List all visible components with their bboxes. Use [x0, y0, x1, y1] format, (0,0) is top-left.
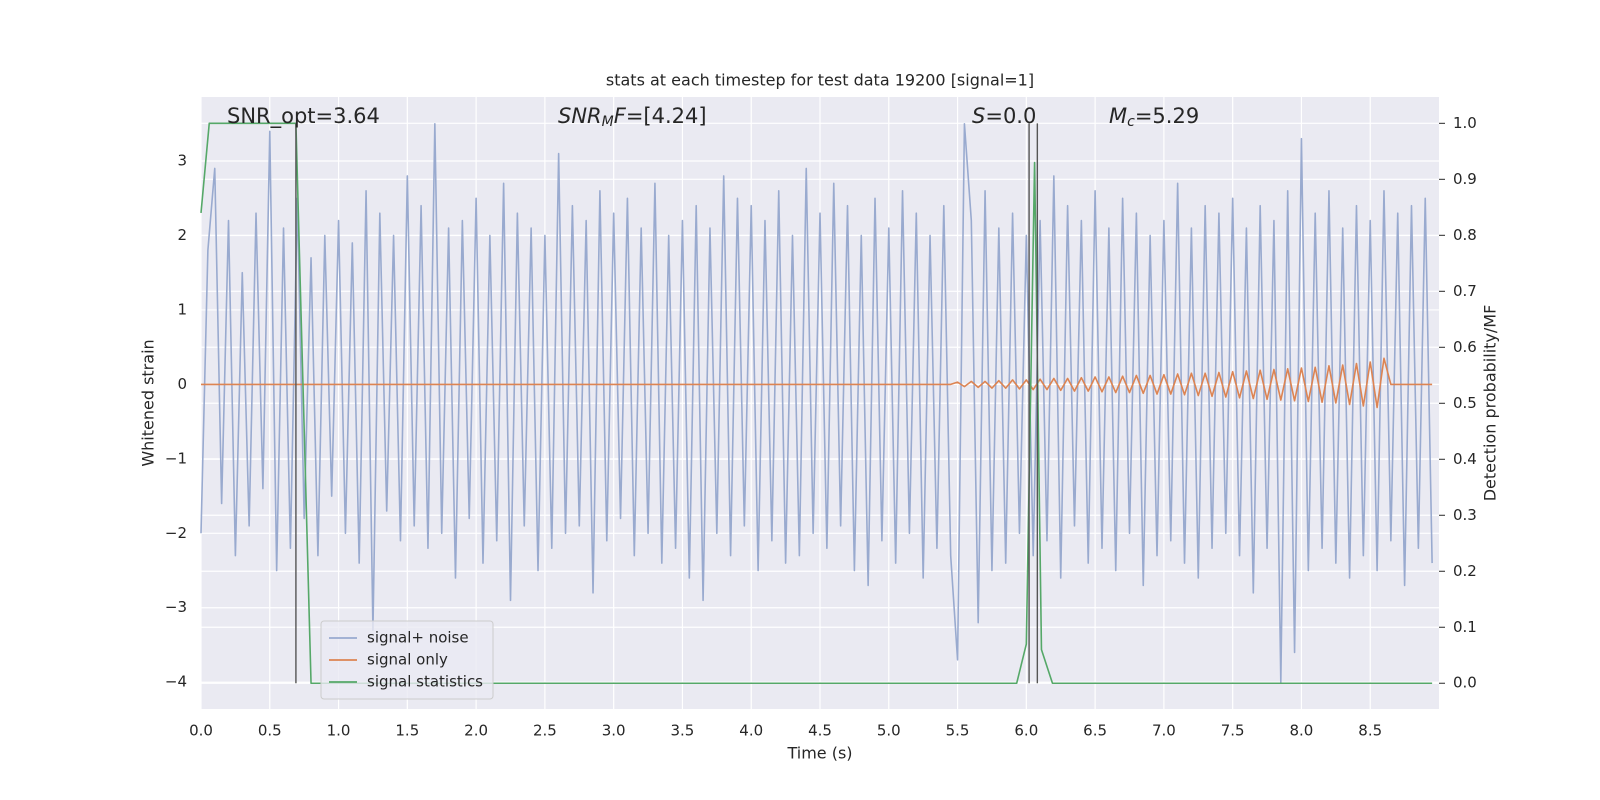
- x-tick-label: 2.0: [464, 722, 488, 740]
- legend-label: signal statistics: [367, 673, 483, 691]
- annotation-part: c: [1127, 114, 1135, 130]
- annotation-part: M: [602, 114, 614, 130]
- annotation-part: F: [614, 104, 627, 128]
- y-tick-label: −1: [165, 449, 187, 467]
- y-tick-label: 3: [177, 152, 187, 170]
- legend-box: [320, 620, 494, 700]
- y-tick-label: 0: [177, 375, 187, 393]
- y2-tick-label: 0.8: [1453, 226, 1477, 244]
- x-tick-label: 7.0: [1152, 722, 1176, 740]
- y2-tick-label: 0.4: [1453, 450, 1477, 468]
- x-axis-label: Time (s): [786, 744, 852, 763]
- x-tick-label: 0.0: [189, 722, 213, 740]
- y2-tick-label: 0.3: [1453, 506, 1477, 524]
- chart-title: stats at each timestep for test data 192…: [606, 71, 1034, 90]
- annotation: S=0.0: [972, 104, 1036, 128]
- x-tick-label: 5.5: [946, 722, 970, 740]
- y2-tick-label: 0.6: [1453, 338, 1477, 356]
- x-tick-label: 3.5: [671, 722, 695, 740]
- x-tick-label: 4.0: [739, 722, 763, 740]
- y-tick-label: 2: [177, 226, 187, 244]
- x-tick-label: 1.0: [327, 722, 351, 740]
- annotation-part: =0.0: [985, 104, 1036, 128]
- y-axis-label: Whitened strain: [139, 339, 158, 466]
- series-line: [201, 357, 1433, 409]
- y2-tick-label: 0.9: [1453, 170, 1477, 188]
- x-tick-label: 1.5: [395, 722, 419, 740]
- annotation: Mc=5.29: [1109, 104, 1199, 130]
- annotation-part: SNR: [558, 104, 602, 128]
- annotation-part: S: [972, 104, 985, 128]
- y2-tick-label: 0.1: [1453, 618, 1477, 636]
- y-tick-label: −4: [165, 673, 187, 691]
- annotation: SNRMF=[4.24]: [558, 104, 707, 130]
- annotation-part: SNR_opt=3.64: [227, 104, 380, 129]
- annotation: SNR_opt=3.64: [227, 104, 380, 129]
- series-line: [200, 122, 1433, 685]
- x-tick-label: 7.5: [1221, 722, 1245, 740]
- x-tick-label: 4.5: [808, 722, 832, 740]
- x-tick-label: 3.0: [602, 722, 626, 740]
- y-tick-label: −3: [165, 598, 187, 616]
- x-tick-label: 5.0: [877, 722, 901, 740]
- y2-tick-label: 0.0: [1453, 674, 1477, 692]
- y2-tick-label: 0.2: [1453, 562, 1477, 580]
- y-tick-label: 1: [177, 300, 187, 318]
- annotation-part: =5.29: [1135, 104, 1199, 128]
- x-tick-label: 0.5: [258, 722, 282, 740]
- x-tick-label: 6.0: [1014, 722, 1038, 740]
- x-tick-label: 8.0: [1290, 722, 1314, 740]
- y2-axis-label: Detection probability/MF: [1481, 305, 1500, 502]
- y2-tick-label: 1.0: [1453, 114, 1477, 132]
- annotation-part: =[4.24]: [626, 104, 707, 128]
- y-tick-label: −2: [165, 524, 187, 542]
- legend-label: signal+ noise: [367, 629, 469, 647]
- legend-label: signal only: [367, 651, 448, 669]
- x-tick-label: 8.5: [1358, 722, 1382, 740]
- y2-tick-label: 0.5: [1453, 394, 1477, 412]
- series-line: [200, 123, 1433, 683]
- y2-tick-label: 0.7: [1453, 282, 1477, 300]
- x-tick-label: 6.5: [1083, 722, 1107, 740]
- x-tick-label: 2.5: [533, 722, 557, 740]
- annotation-part: M: [1109, 104, 1127, 128]
